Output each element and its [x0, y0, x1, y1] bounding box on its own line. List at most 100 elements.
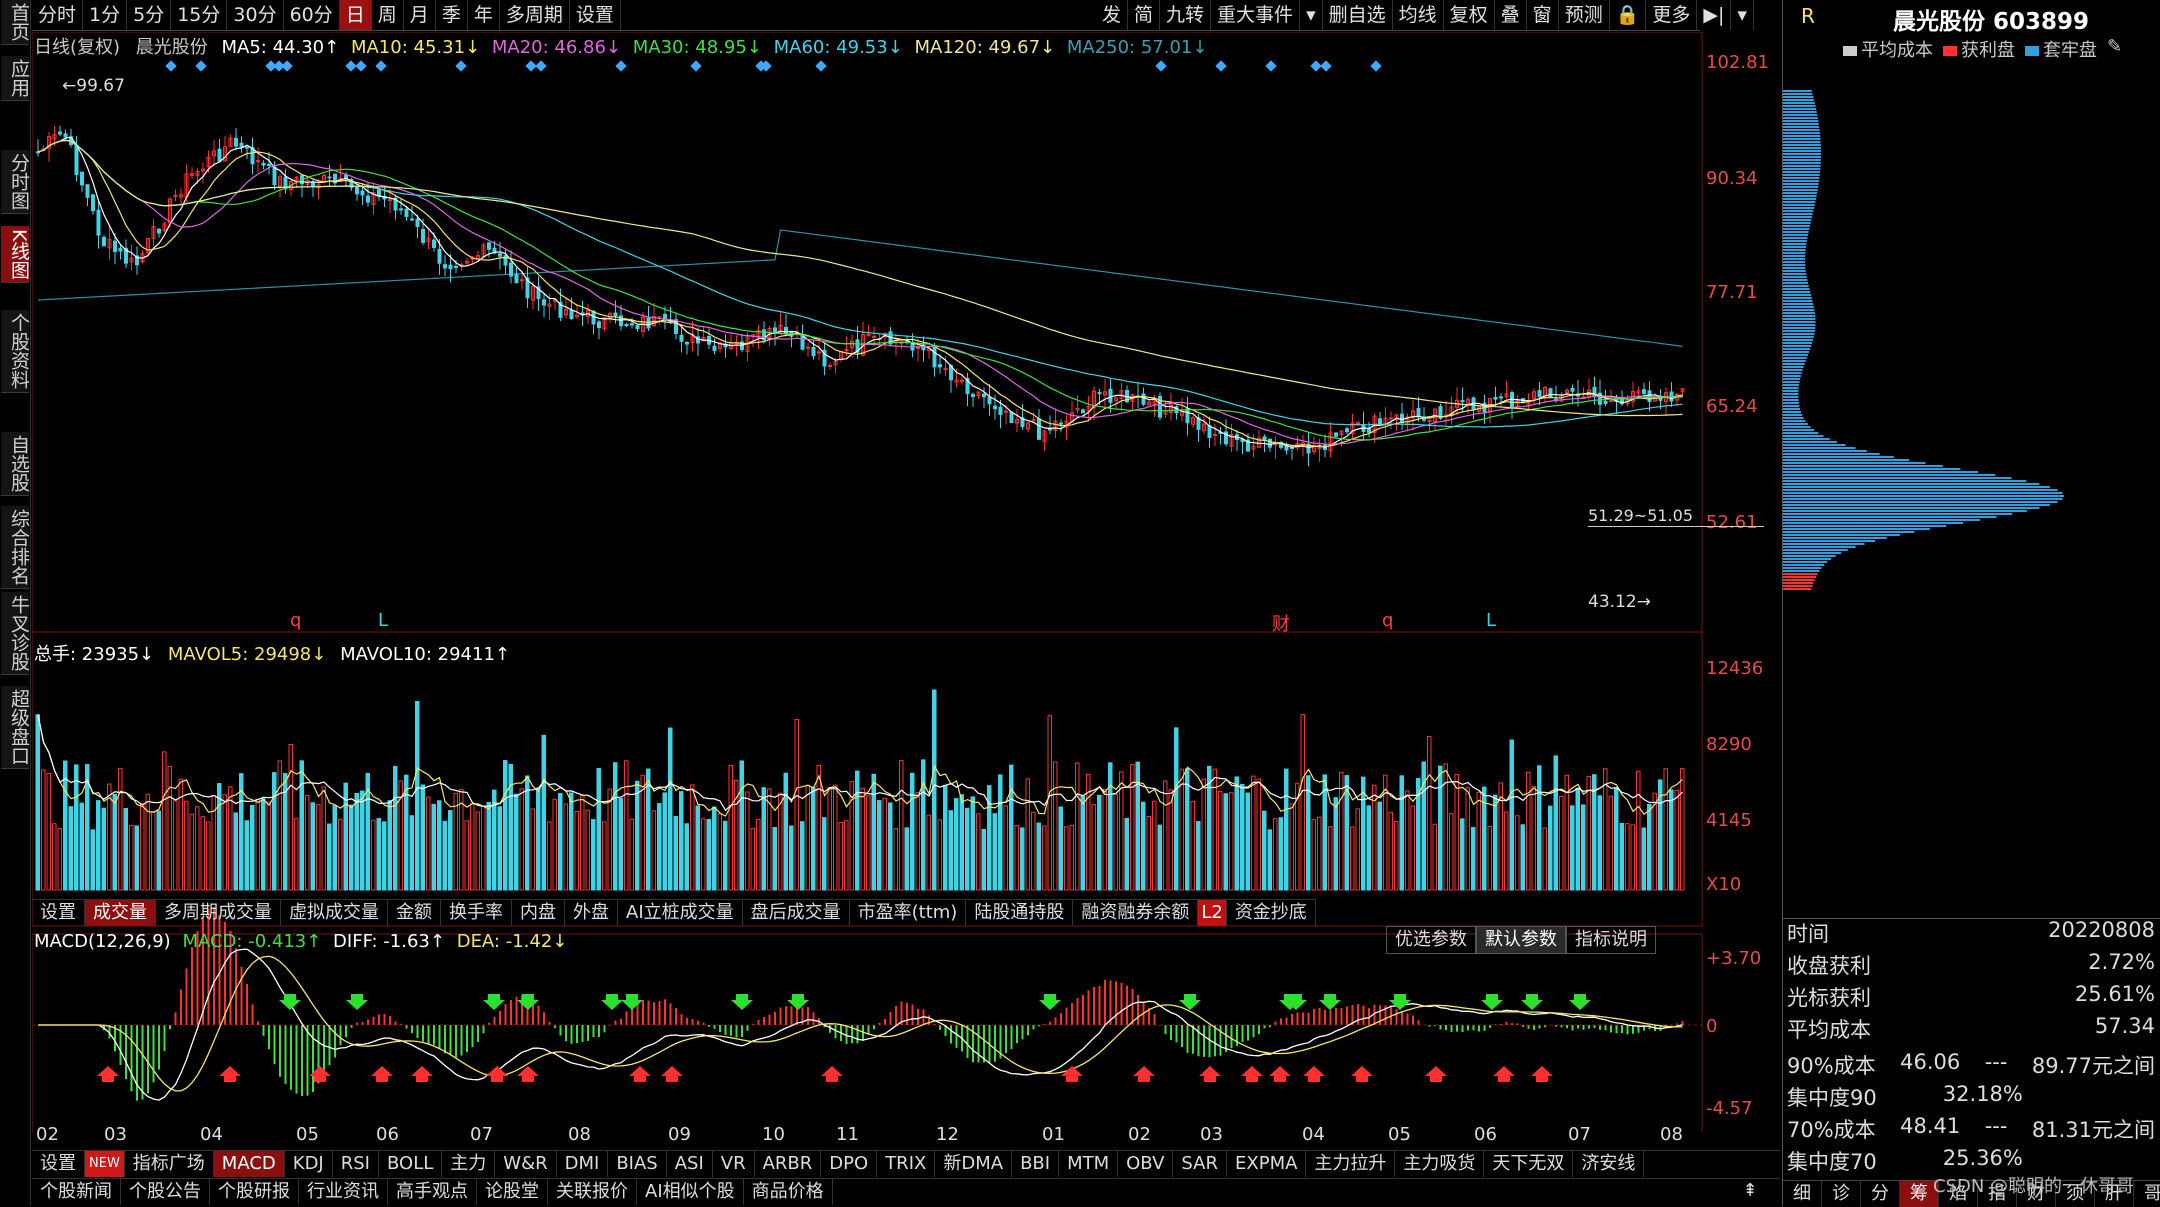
panel-tab-8[interactable]: 肝	[2095, 1181, 2134, 1207]
indicator-tab-10[interactable]: BIAS	[608, 1151, 667, 1177]
volume-tab-11[interactable]: 陆股通持股	[966, 900, 1074, 926]
tool-button-3[interactable]: 重大事件	[1211, 0, 1301, 30]
news-tab-5[interactable]: 论股堂	[477, 1179, 548, 1205]
volume-tab-14[interactable]: 资金抄底	[1227, 900, 1316, 926]
panel-tab-3[interactable]: 筹	[1900, 1181, 1939, 1207]
period-tab-8[interactable]: 月	[404, 0, 436, 30]
news-tab-1[interactable]: 个股公告	[121, 1179, 210, 1205]
news-tab-4[interactable]: 高手观点	[388, 1179, 477, 1205]
indicator-tab-4[interactable]: KDJ	[285, 1151, 333, 1177]
indicator-tab-21[interactable]: EXPMA	[1227, 1151, 1307, 1177]
macd-button-1[interactable]: 默认参数	[1476, 926, 1566, 954]
indicator-tab-11[interactable]: ASI	[667, 1151, 713, 1177]
indicator-tab-17[interactable]: BBI	[1012, 1151, 1060, 1177]
nav-6[interactable]: 综合排名	[1, 506, 30, 589]
volume-tab-3[interactable]: 虚拟成交量	[281, 900, 388, 926]
panel-tab-7[interactable]: 须	[2056, 1181, 2095, 1207]
tool-button-8[interactable]: 叠	[1495, 0, 1527, 30]
tool-button-6[interactable]: 均线	[1393, 0, 1444, 30]
indicator-tab-12[interactable]: VR	[713, 1151, 755, 1177]
volume-tab-6[interactable]: 内盘	[512, 900, 565, 926]
indicator-tab-25[interactable]: 济安线	[1573, 1151, 1645, 1177]
indicator-tab-9[interactable]: DMI	[557, 1151, 609, 1177]
tool-button-7[interactable]: 复权	[1444, 0, 1495, 30]
news-tab-6[interactable]: 关联报价	[548, 1179, 637, 1205]
event-mark[interactable]: L	[1486, 610, 1497, 631]
panel-tab-0[interactable]: 细	[1783, 1181, 1822, 1207]
period-tab-10[interactable]: 年	[468, 0, 500, 30]
collapse-up-icon[interactable]: ⇞	[1742, 1180, 1758, 1201]
volume-tab-5[interactable]: 换手率	[441, 900, 512, 926]
period-tab-5[interactable]: 60分	[284, 0, 340, 30]
event-mark[interactable]: 财	[1272, 614, 1290, 635]
period-tab-1[interactable]: 1分	[83, 0, 128, 30]
volume-tab-10[interactable]: 市盈率(ttm)	[850, 900, 967, 926]
indicator-tab-24[interactable]: 天下无双	[1484, 1151, 1574, 1177]
panel-tab-2[interactable]: 分	[1861, 1181, 1900, 1207]
period-tab-6[interactable]: 日	[339, 0, 372, 30]
news-tab-8[interactable]: 商品价格	[744, 1179, 833, 1205]
news-tab-3[interactable]: 行业资讯	[299, 1179, 388, 1205]
tool-button-0[interactable]: 发	[1096, 0, 1129, 30]
indicator-tab-7[interactable]: 主力	[442, 1151, 496, 1177]
indicator-tab-13[interactable]: ARBR	[755, 1151, 822, 1177]
macd-button-2[interactable]: 指标说明	[1566, 926, 1656, 954]
macd-button-0[interactable]: 优选参数	[1386, 926, 1476, 954]
volume-tab-4[interactable]: 金额	[388, 900, 441, 926]
tool-button-1[interactable]: 简	[1128, 0, 1161, 30]
panel-tab-5[interactable]: 指	[1978, 1181, 2017, 1207]
news-tab-0[interactable]: 个股新闻	[32, 1179, 121, 1205]
tool-button-10[interactable]: 预测	[1559, 0, 1610, 30]
tool-button-4[interactable]: ▾	[1300, 0, 1323, 30]
volume-tab-0[interactable]: 设置	[32, 900, 85, 926]
indicator-tab-6[interactable]: BOLL	[379, 1151, 443, 1177]
tool-button-13[interactable]: ▶|	[1697, 0, 1732, 30]
period-tab-3[interactable]: 15分	[171, 0, 228, 30]
indicator-tab-20[interactable]: SAR	[1173, 1151, 1228, 1177]
nav-4[interactable]: 个股资料	[1, 310, 30, 393]
indicator-tab-16[interactable]: 新DMA	[935, 1151, 1013, 1177]
panel-tab-9[interactable]: 哥	[2134, 1181, 2160, 1207]
indicator-tab-15[interactable]: TRIX	[877, 1151, 936, 1177]
nav-5[interactable]: 自选股	[1, 432, 30, 496]
indicator-tab-3[interactable]: MACD	[213, 1151, 285, 1177]
volume-tab-12[interactable]: 融资融券余额	[1073, 900, 1199, 926]
tool-button-12[interactable]: 更多	[1646, 0, 1698, 30]
indicator-tab-19[interactable]: OBV	[1118, 1151, 1174, 1177]
event-mark[interactable]: q	[1382, 610, 1394, 631]
nav-7[interactable]: 牛叉诊股	[1, 592, 30, 675]
volume-tab-1[interactable]: 成交量	[85, 900, 156, 926]
nav-2[interactable]: 分时图	[1, 150, 30, 214]
period-tab-0[interactable]: 分时	[32, 0, 84, 30]
volume-tab-7[interactable]: 外盘	[565, 900, 618, 926]
tool-button-5[interactable]: 删自选	[1323, 0, 1393, 30]
period-tab-7[interactable]: 周	[372, 0, 404, 30]
nav-0[interactable]: 首页	[1, 0, 30, 45]
volume-tab-2[interactable]: 多周期成交量	[156, 900, 281, 926]
kline-chart[interactable]	[32, 32, 1782, 1132]
tool-button-14[interactable]: ▾	[1731, 0, 1754, 30]
close-panel-icon[interactable]: ✎	[2107, 36, 2123, 57]
indicator-tab-18[interactable]: MTM	[1059, 1151, 1119, 1177]
volume-tab-8[interactable]: AI立桩成交量	[618, 900, 743, 926]
indicator-tab-22[interactable]: 主力拉升	[1306, 1151, 1396, 1177]
period-tab-11[interactable]: 多周期	[500, 0, 570, 30]
panel-tab-1[interactable]: 诊	[1822, 1181, 1861, 1207]
news-tab-2[interactable]: 个股研报	[210, 1179, 299, 1205]
period-tab-4[interactable]: 30分	[227, 0, 284, 30]
panel-tab-4[interactable]: 焰	[1939, 1181, 1978, 1207]
volume-tab-9[interactable]: 盘后成交量	[743, 900, 850, 926]
indicator-tab-5[interactable]: RSI	[333, 1151, 379, 1177]
event-mark[interactable]: L	[378, 610, 389, 631]
period-tab-12[interactable]: 设置	[570, 0, 621, 30]
period-tab-2[interactable]: 5分	[127, 0, 172, 30]
tool-button-11[interactable]: 🔒	[1610, 0, 1647, 30]
tool-button-9[interactable]: 窗	[1527, 0, 1559, 30]
event-mark[interactable]: q	[290, 610, 302, 631]
indicator-tab-23[interactable]: 主力吸货	[1395, 1151, 1485, 1177]
tool-button-2[interactable]: 九转	[1160, 0, 1212, 30]
volume-tab-13[interactable]: L2	[1198, 900, 1227, 926]
indicator-tab-8[interactable]: W&R	[495, 1151, 557, 1177]
indicator-tab-1[interactable]: NEW	[85, 1151, 125, 1177]
indicator-tab-14[interactable]: DPO	[821, 1151, 878, 1177]
